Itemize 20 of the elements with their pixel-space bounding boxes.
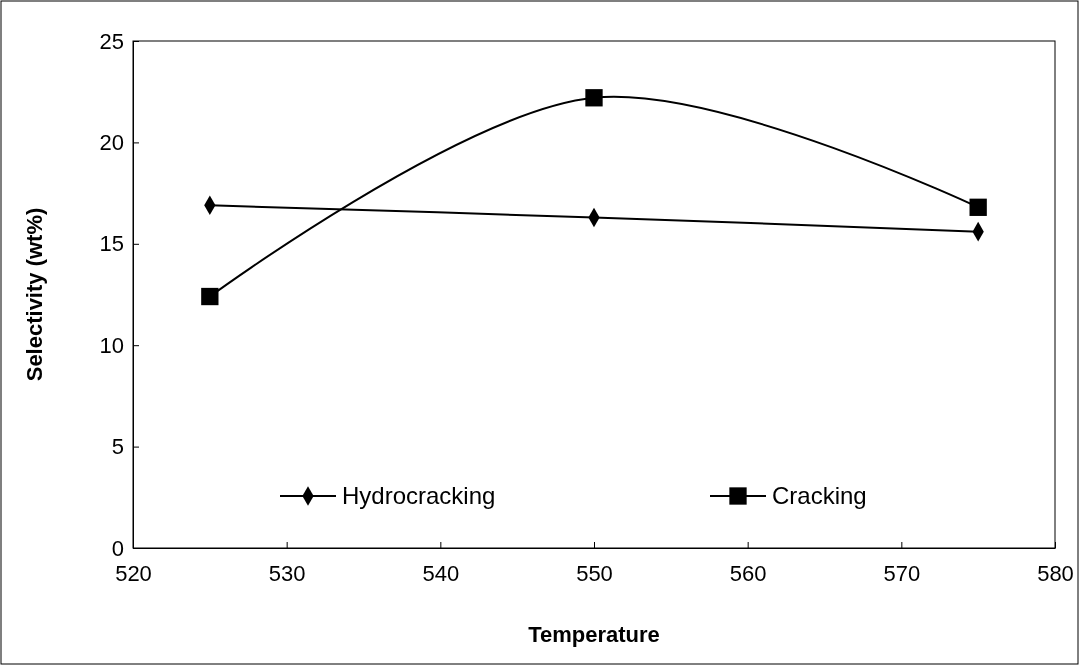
point xyxy=(969,198,987,216)
x-tick-label: 540 xyxy=(422,561,460,587)
x-axis-title: Temperature xyxy=(528,622,660,647)
x-tick-label: 520 xyxy=(115,561,152,587)
y-tick-label: 15 xyxy=(99,231,124,257)
point xyxy=(585,89,603,107)
y-axis-title: Selectivity (wt%) xyxy=(22,207,47,382)
y-tick-label: 10 xyxy=(99,332,124,358)
x-tick-label: 580 xyxy=(1037,561,1074,587)
y-tick-label: 5 xyxy=(111,434,124,460)
y-tick-label: 0 xyxy=(111,535,124,561)
x-tick-label: 550 xyxy=(576,561,613,587)
y-tick-label: 25 xyxy=(99,28,124,54)
y-tick-label: 20 xyxy=(99,129,124,155)
x-tick-label: 530 xyxy=(268,561,306,587)
x-tick-label: 560 xyxy=(729,561,767,587)
x-tick-label: 570 xyxy=(883,561,921,587)
legend-label: Cracking xyxy=(772,482,867,509)
point xyxy=(201,287,219,306)
legend-label: Hydrocracking xyxy=(342,482,496,509)
